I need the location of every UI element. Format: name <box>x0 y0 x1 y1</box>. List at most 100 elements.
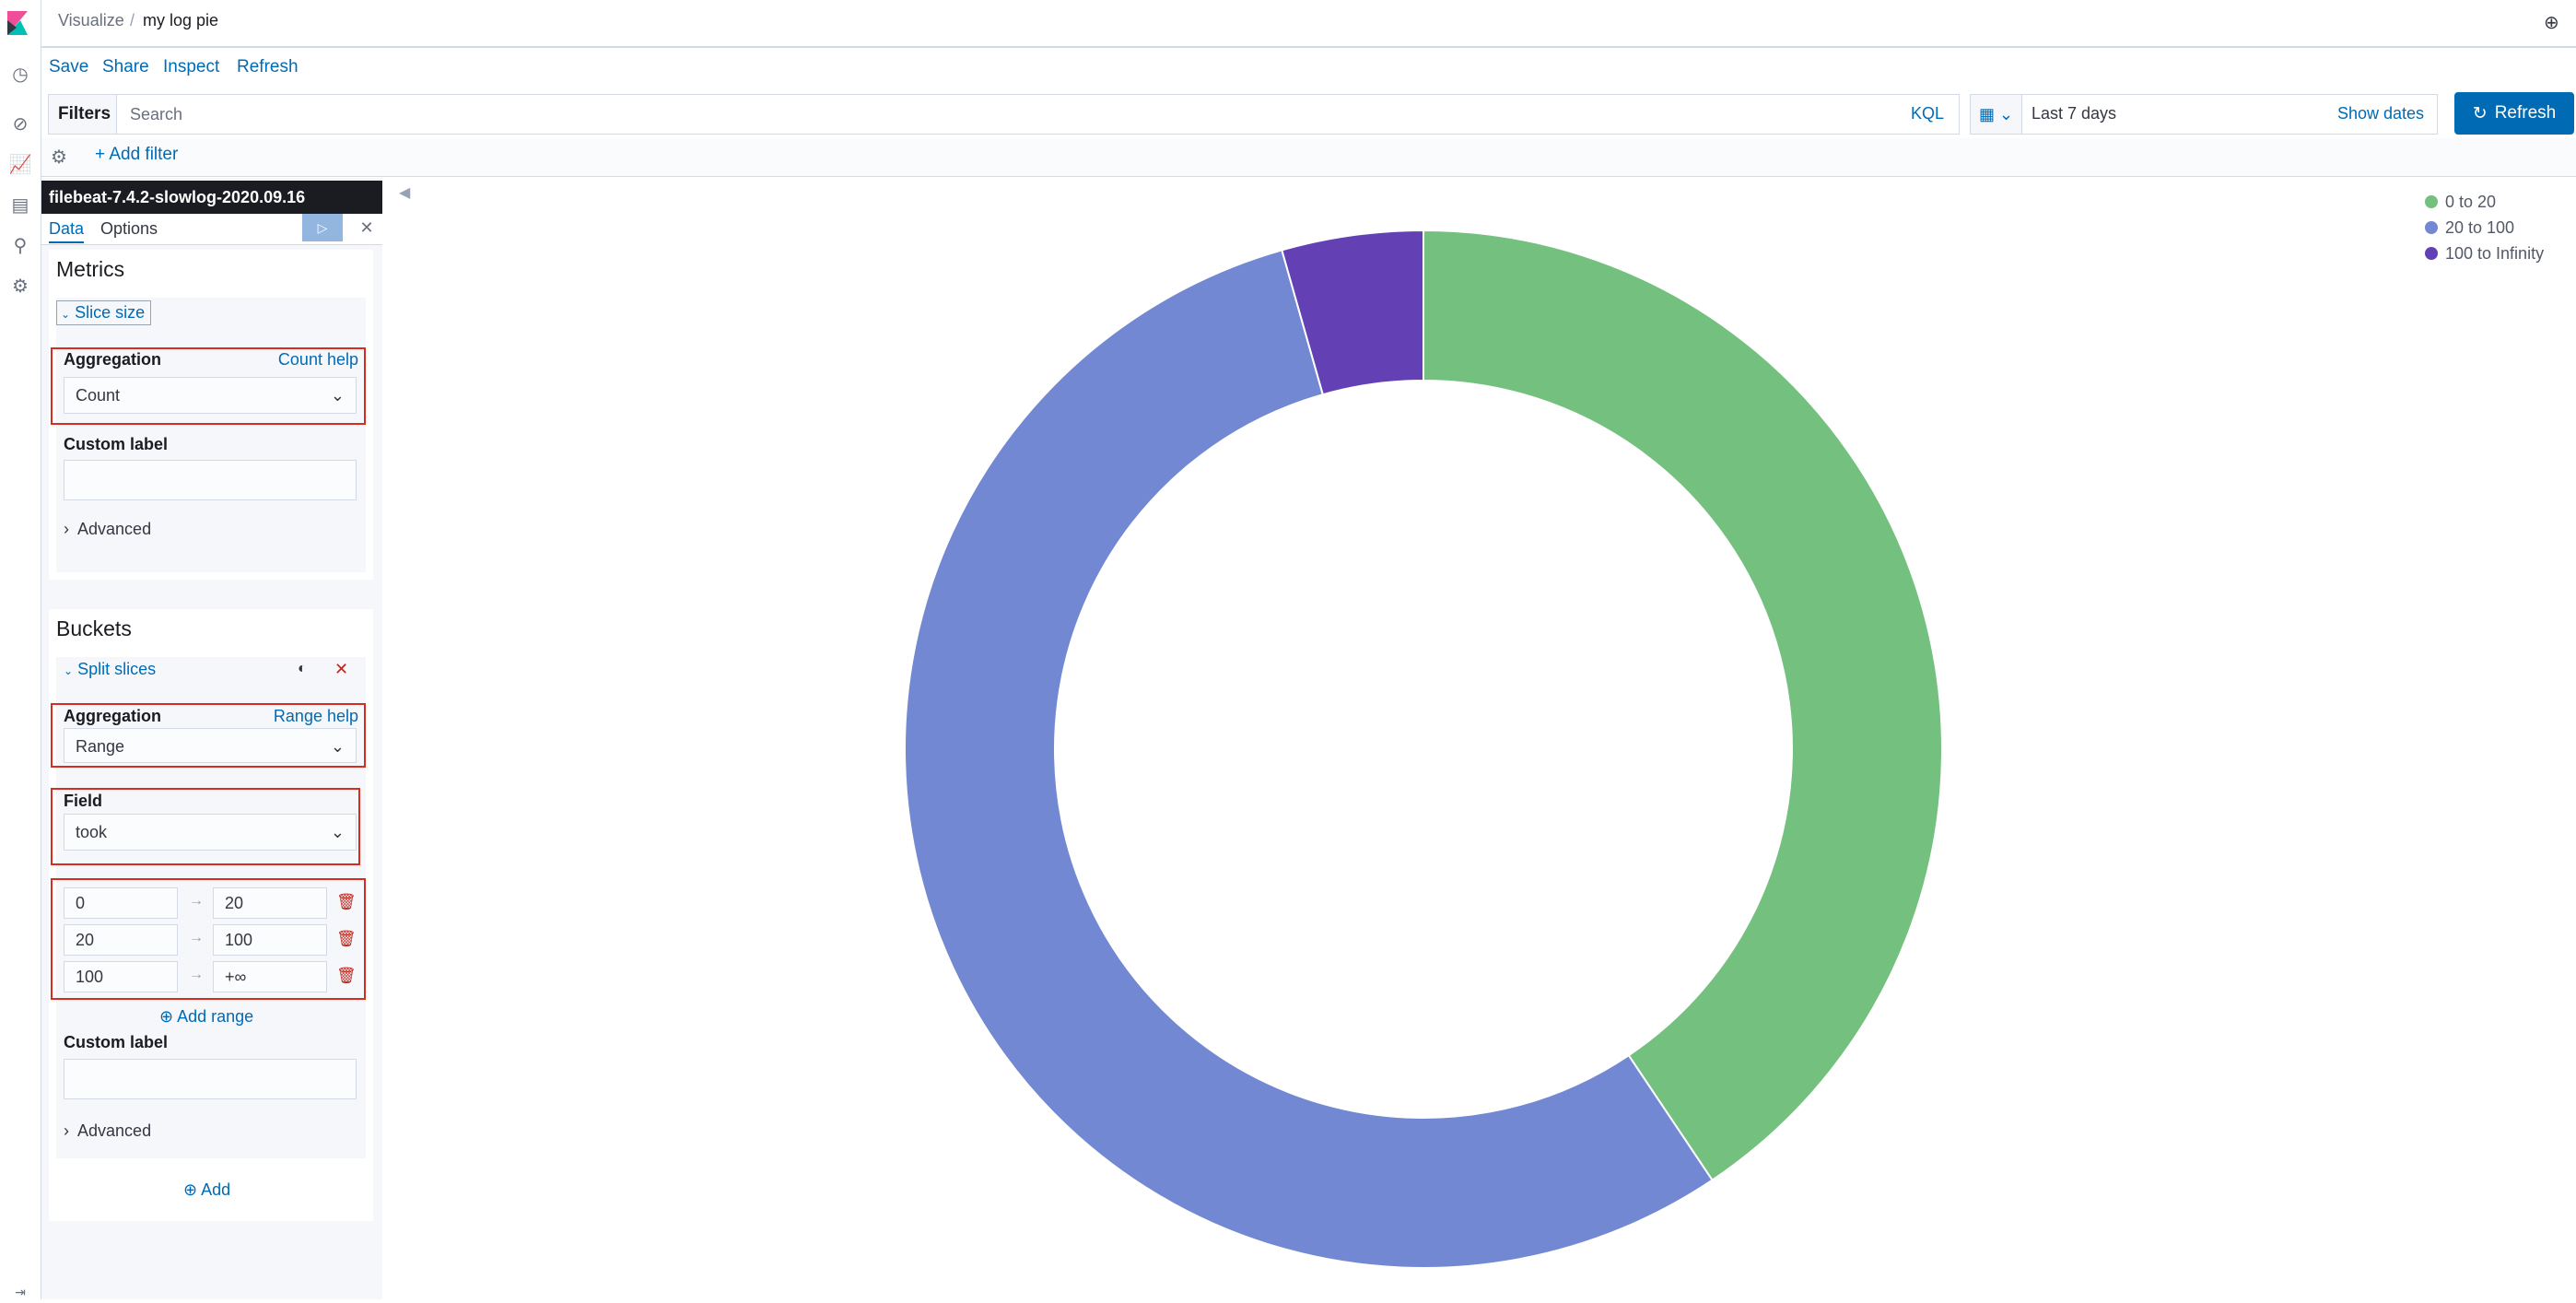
custom-label-label: Custom label <box>64 1033 169 1051</box>
aggregation-label: Aggregation <box>64 707 161 725</box>
plus-circle-icon: ⊕ <box>183 1180 198 1199</box>
collapse-sidebar-icon[interactable]: ◀ <box>399 185 411 201</box>
aggregation-select[interactable]: Count ⌄ <box>64 377 357 414</box>
visualize-icon[interactable]: 📈 <box>8 154 32 175</box>
refresh-button-label: Refresh <box>2494 103 2557 123</box>
count-help-link[interactable]: Count help <box>277 350 358 369</box>
toggle-icon[interactable]: ◐ <box>298 661 307 676</box>
buckets-panel: Buckets ⌄ Split slices ◐ ✕ Aggregation R… <box>49 609 373 1221</box>
range-from-input[interactable]: 0 <box>64 887 178 919</box>
legend-label: 20 to 100 <box>2445 217 2515 237</box>
advanced-label: Advanced <box>77 1121 152 1140</box>
custom-label-input[interactable] <box>64 1059 357 1099</box>
trash-icon[interactable]: 🗑 <box>336 930 357 947</box>
highlight-box <box>51 788 360 865</box>
chevron-right-icon: › <box>64 520 69 538</box>
range-from-input[interactable]: 100 <box>64 961 178 992</box>
gear-icon[interactable]: ⚙ <box>51 147 67 168</box>
split-slices-accordion[interactable]: ⌄ Split slices <box>64 660 156 679</box>
add-agg-button[interactable]: ⊕ Add <box>183 1180 230 1200</box>
legend-label: 100 to Infinity <box>2445 243 2545 263</box>
plus-circle-icon: ⊕ <box>159 1007 174 1026</box>
dashboard-icon[interactable]: ▤ <box>11 194 29 216</box>
chevron-down-icon: ⌄ <box>330 823 345 841</box>
pie-slice-0-to-20[interactable] <box>1423 229 1944 1182</box>
arrow-right-icon: → <box>189 967 204 982</box>
field-value: took <box>76 823 108 841</box>
discover-icon[interactable]: ⊘ <box>12 113 29 135</box>
editor-sidebar: filebeat-7.4.2-slowlog-2020.09.16 Data O… <box>41 178 403 1299</box>
close-icon: ✕ <box>359 217 374 237</box>
slice-size-label: Slice size <box>75 303 146 322</box>
apply-changes-button[interactable]: ▷ <box>302 214 343 241</box>
chevron-down-icon: ⌄ <box>61 308 71 321</box>
field-select[interactable]: took ⌄ <box>64 814 357 851</box>
field-label: Field <box>64 792 103 810</box>
tab-options[interactable]: Options <box>100 219 158 238</box>
arrow-right-icon: → <box>189 893 204 909</box>
custom-label-input[interactable] <box>64 460 357 500</box>
show-dates-button[interactable]: Show dates <box>2336 104 2424 123</box>
chevron-down-icon: ⌄ <box>330 737 345 756</box>
split-slices-label: Split slices <box>77 660 157 678</box>
save-button[interactable]: Save <box>49 57 89 76</box>
legend-item[interactable]: 0 to 20 <box>2425 189 2544 215</box>
date-range[interactable]: Last 7 days <box>2032 104 2117 123</box>
collapse-nav-icon[interactable]: ⇥ <box>15 1284 26 1299</box>
highlight-box <box>51 703 366 768</box>
pie-slice-100-to-infinity[interactable] <box>1281 229 1424 396</box>
highlight-box <box>51 347 366 425</box>
help-icon[interactable]: ⊕ <box>2544 13 2559 33</box>
refresh-icon: ↻ <box>2472 103 2488 123</box>
add-label: Add <box>201 1180 231 1199</box>
add-filter-button[interactable]: + Add filter <box>95 145 179 164</box>
settings-icon[interactable]: ⚙ <box>12 276 29 297</box>
trash-icon[interactable]: 🗑 <box>336 893 357 910</box>
aggregation-select[interactable]: Range ⌄ <box>64 728 357 763</box>
dev-tools-icon[interactable]: ⚲ <box>13 235 28 256</box>
legend-item[interactable]: 20 to 100 <box>2425 215 2544 241</box>
advanced-toggle[interactable]: › Advanced <box>64 1121 151 1141</box>
breadcrumb-visualize[interactable]: Visualize <box>58 11 124 29</box>
share-button[interactable]: Share <box>102 57 149 76</box>
chevron-down-icon: ⌄ <box>64 664 74 677</box>
aggregation-value: Count <box>76 386 121 405</box>
custom-label-label: Custom label <box>64 435 169 453</box>
add-range-label: Add range <box>177 1007 254 1026</box>
range-to-input[interactable]: 100 <box>213 924 327 956</box>
range-help-link[interactable]: Range help <box>273 707 358 725</box>
page-title: my log pie <box>143 11 219 29</box>
tab-data[interactable]: Data <box>49 219 85 243</box>
filters-label[interactable]: Filters <box>49 95 117 134</box>
search-input[interactable] <box>128 100 1832 128</box>
slice-size-accordion[interactable]: ⌄ Slice size <box>56 300 152 325</box>
chevron-right-icon: › <box>64 1121 69 1140</box>
kql-toggle[interactable]: KQL <box>1910 104 1944 123</box>
legend-swatch <box>2425 195 2438 208</box>
advanced-toggle[interactable]: › Advanced <box>64 520 151 539</box>
range-from-input[interactable]: 20 <box>64 924 178 956</box>
refresh-button[interactable]: ↻ Refresh <box>2454 92 2574 135</box>
arrow-right-icon: → <box>189 930 204 945</box>
header: Visualize / my log pie ⊕ <box>41 0 2576 48</box>
remove-icon[interactable]: ✕ <box>334 660 349 678</box>
kibana-logo[interactable] <box>7 11 28 35</box>
discard-changes-button[interactable]: ✕ <box>353 214 381 241</box>
aggregation-label: Aggregation <box>64 350 161 369</box>
inspect-button[interactable]: Inspect <box>163 57 220 76</box>
pie-slice-20-to-100[interactable] <box>904 249 1714 1269</box>
advanced-label: Advanced <box>77 520 152 538</box>
legend-item[interactable]: 100 to Infinity <box>2425 241 2544 266</box>
calendar-icon[interactable]: ▦ ⌄ <box>1971 95 2022 134</box>
trash-icon[interactable]: 🗑 <box>336 967 357 984</box>
metrics-panel: Metrics ⌄ Slice size Aggregation Count h… <box>49 250 373 580</box>
query-bar: Filters KQL <box>48 94 1960 135</box>
range-to-input[interactable]: 20 <box>213 887 327 919</box>
index-pattern-title: filebeat-7.4.2-slowlog-2020.09.16 <box>41 181 382 214</box>
aggregation-value: Range <box>76 737 125 756</box>
range-to-input[interactable]: +∞ <box>213 961 327 992</box>
clock-icon[interactable]: ◷ <box>12 64 29 85</box>
legend-swatch <box>2425 247 2438 260</box>
refresh-link[interactable]: Refresh <box>237 57 299 76</box>
add-range-button[interactable]: ⊕ Add range <box>159 1007 253 1027</box>
